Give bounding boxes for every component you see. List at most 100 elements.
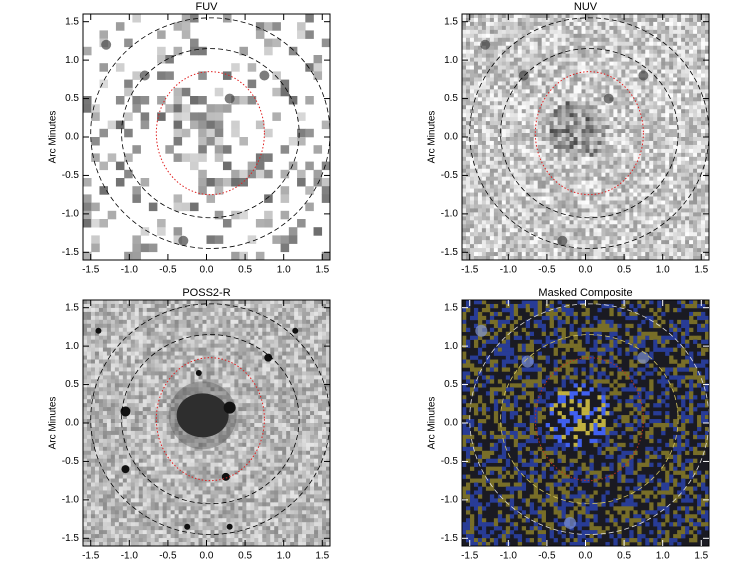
pixel [569, 25, 574, 31]
pixel [673, 45, 678, 51]
pixel [218, 300, 223, 305]
pixel [477, 57, 483, 62]
pixel [294, 343, 299, 348]
pixel [553, 53, 558, 58]
pixel [621, 77, 626, 82]
pixel [473, 172, 479, 177]
pixel [493, 240, 499, 245]
pixel [255, 120, 265, 130]
pixel [673, 184, 678, 189]
pixel [250, 303, 255, 309]
pixel [501, 192, 507, 197]
pixel [173, 202, 183, 212]
pixel [465, 65, 471, 70]
pixel [617, 196, 622, 201]
pixel [509, 21, 515, 27]
pixel [625, 208, 630, 213]
pixel [477, 129, 483, 134]
pixel [509, 148, 515, 154]
pixel [637, 168, 642, 174]
pixel [701, 137, 706, 142]
pixel [689, 57, 694, 62]
pixel [150, 339, 156, 344]
pixel [505, 137, 511, 142]
pixel [673, 228, 678, 233]
pixel [465, 101, 471, 106]
pixel [545, 208, 550, 213]
pixel [585, 53, 590, 58]
pixel [146, 339, 152, 344]
pixel [513, 37, 519, 43]
pixel [633, 188, 638, 193]
pixel [533, 37, 538, 43]
pixel [621, 236, 626, 241]
pixel [637, 97, 642, 102]
pixel [485, 168, 491, 174]
pixel [557, 256, 562, 260]
pixel [697, 77, 702, 82]
pixel [313, 227, 323, 236]
pixel [489, 200, 495, 205]
pixel [529, 164, 535, 170]
pixel [585, 144, 590, 150]
pixel [521, 144, 527, 150]
pixel [605, 21, 610, 27]
pixel [521, 236, 527, 241]
pixel [653, 33, 658, 39]
pixel [577, 129, 582, 134]
pixel [537, 73, 542, 78]
pixel [689, 53, 694, 58]
pixel [693, 160, 698, 166]
pixel [601, 105, 606, 110]
pixel [222, 343, 227, 348]
pixel [577, 192, 582, 197]
pixel [701, 53, 706, 58]
pixel [621, 140, 626, 146]
pixel [505, 101, 511, 106]
pixel [653, 14, 658, 19]
pixel [106, 311, 112, 317]
pixel [513, 176, 519, 181]
pixel [497, 73, 503, 78]
pixel [485, 53, 491, 58]
pixel [685, 240, 690, 245]
pixel [617, 29, 622, 35]
pixel [462, 252, 467, 257]
pixel [573, 144, 578, 150]
pixel [505, 65, 511, 70]
pixel [102, 331, 108, 337]
pixel [122, 343, 128, 348]
pixel [553, 168, 558, 174]
pixel [537, 57, 542, 62]
pixel [537, 45, 542, 51]
pixel [613, 137, 618, 142]
pixel [581, 109, 586, 114]
pixel [545, 93, 550, 98]
pixel [505, 45, 511, 51]
pixel [469, 81, 475, 86]
pixel [246, 327, 251, 333]
pixel [465, 208, 471, 213]
pixel [533, 14, 538, 19]
pixel [465, 224, 471, 229]
pixel [226, 303, 231, 309]
pixel [230, 307, 235, 313]
pixel [264, 194, 273, 203]
pixel [569, 160, 574, 166]
pixel [701, 208, 706, 213]
pixel [297, 30, 306, 39]
pixel [657, 212, 662, 217]
pixel [218, 323, 223, 329]
pixel [525, 184, 531, 189]
pixel [613, 21, 618, 27]
pixel [581, 204, 586, 209]
pixel [609, 156, 614, 162]
pixel [553, 93, 558, 98]
pixel [677, 188, 682, 193]
pixel [533, 53, 538, 58]
pixel [637, 69, 642, 74]
pixel [505, 156, 511, 162]
pixel [138, 339, 144, 344]
pixel [657, 140, 662, 146]
pixel [214, 235, 224, 244]
